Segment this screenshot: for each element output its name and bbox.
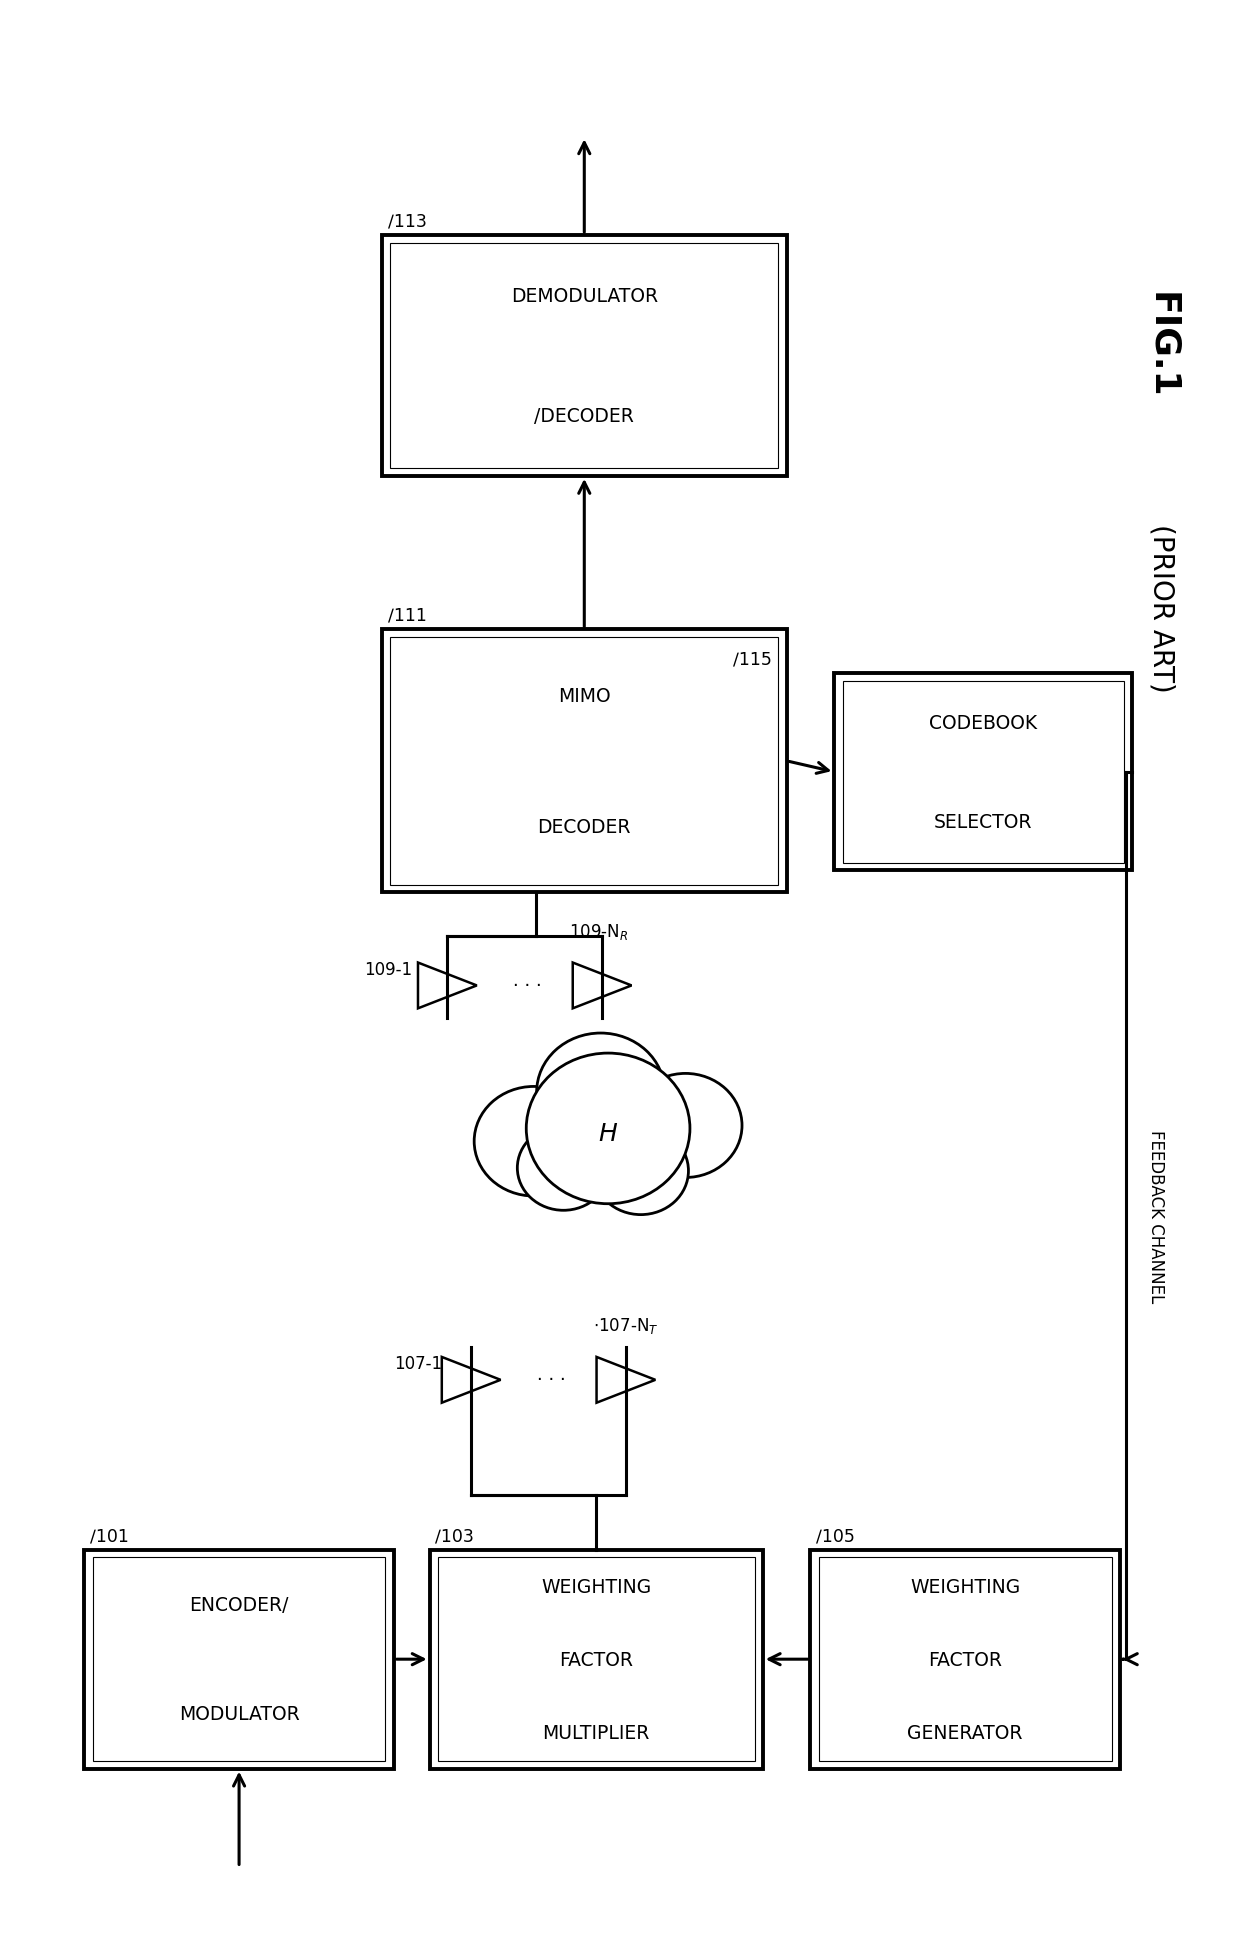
Bar	[93, 1557, 386, 1761]
Text: ∕103: ∕103	[435, 1526, 475, 1543]
Text: ∕111: ∕111	[388, 607, 427, 624]
Bar	[84, 1549, 394, 1768]
Circle shape	[474, 1088, 593, 1196]
Bar	[438, 1557, 754, 1761]
Bar	[835, 675, 1132, 871]
Text: MODULATOR: MODULATOR	[179, 1704, 299, 1724]
Bar	[843, 681, 1123, 863]
Text: FACTOR: FACTOR	[559, 1650, 634, 1669]
Bar	[811, 1549, 1120, 1768]
Text: FACTOR: FACTOR	[929, 1650, 1002, 1669]
Bar	[391, 638, 779, 886]
Text: FIG.1: FIG.1	[1145, 293, 1179, 399]
Circle shape	[526, 1053, 689, 1204]
Text: 109-N$_R$: 109-N$_R$	[569, 921, 629, 940]
Text: MULTIPLIER: MULTIPLIER	[543, 1724, 650, 1741]
Text: GENERATOR: GENERATOR	[908, 1724, 1023, 1741]
Text: 107-1: 107-1	[394, 1355, 441, 1373]
Text: ∕115: ∕115	[733, 650, 773, 669]
Bar	[391, 244, 779, 469]
Text: ENCODER/: ENCODER/	[190, 1596, 289, 1613]
Text: $\cdot$107-N$_T$: $\cdot$107-N$_T$	[593, 1315, 658, 1336]
Circle shape	[537, 1033, 665, 1152]
Circle shape	[517, 1127, 610, 1210]
Circle shape	[593, 1127, 688, 1216]
Text: H: H	[599, 1123, 618, 1146]
Text: MIMO: MIMO	[558, 686, 610, 706]
Text: WEIGHTING: WEIGHTING	[910, 1576, 1021, 1596]
Circle shape	[629, 1074, 742, 1177]
Text: FEEDBACK CHANNEL: FEEDBACK CHANNEL	[1147, 1128, 1166, 1303]
Text: ∕101: ∕101	[91, 1526, 129, 1543]
Text: 109-1: 109-1	[365, 960, 412, 979]
Text: ∕105: ∕105	[816, 1526, 856, 1543]
Bar	[382, 630, 786, 892]
Text: DECODER: DECODER	[537, 818, 631, 836]
Bar	[429, 1549, 763, 1768]
Text: WEIGHTING: WEIGHTING	[541, 1576, 651, 1596]
Text: . . .: . . .	[537, 1365, 565, 1384]
Text: (PRIOR ART): (PRIOR ART)	[1148, 524, 1176, 692]
Text: . . .: . . .	[513, 971, 542, 989]
Bar	[818, 1557, 1111, 1761]
Text: /DECODER: /DECODER	[534, 407, 634, 427]
Text: DEMODULATOR: DEMODULATOR	[511, 287, 658, 306]
Bar	[382, 237, 786, 477]
Text: ∕113: ∕113	[388, 213, 427, 231]
Text: CODEBOOK: CODEBOOK	[929, 714, 1037, 733]
Text: SELECTOR: SELECTOR	[934, 812, 1033, 832]
